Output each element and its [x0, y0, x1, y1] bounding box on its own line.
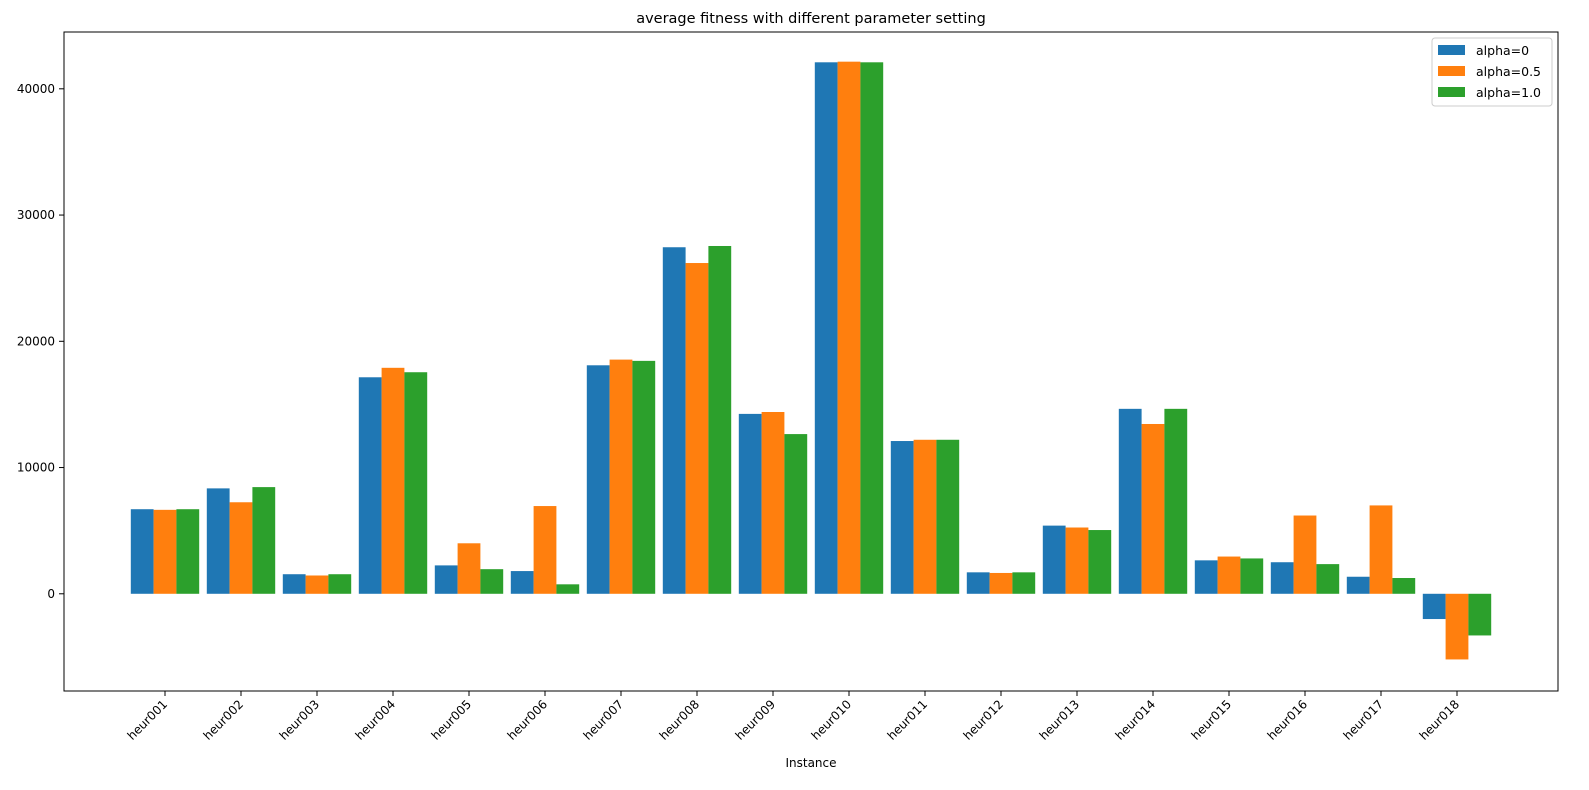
x-tick-label: heur011 — [885, 697, 931, 743]
bar-heur018-series-3 — [1468, 593, 1492, 636]
bar-heur002-series-3 — [252, 487, 276, 594]
bar-heur016-series-3 — [1316, 564, 1340, 594]
x-tick-label: heur008 — [657, 697, 703, 743]
bar-heur002-series-2 — [229, 502, 253, 594]
bar-heur011-series-3 — [936, 439, 960, 594]
bar-heur007-series-2 — [609, 359, 633, 594]
bar-heur017-series-2 — [1369, 505, 1393, 594]
bar-heur013-series-3 — [1088, 530, 1112, 594]
bar-heur010-series-3 — [860, 62, 884, 594]
bar-heur018-series-1 — [1422, 593, 1446, 620]
bar-heur004-series-3 — [404, 372, 428, 594]
bar-heur015-series-3 — [1240, 558, 1264, 594]
bar-heur011-series-1 — [890, 441, 914, 594]
bar-heur002-series-1 — [206, 488, 230, 594]
x-tick-label: heur017 — [1341, 697, 1387, 743]
bar-heur009-series-3 — [784, 434, 808, 594]
bar-heur011-series-2 — [913, 439, 937, 594]
bar-heur017-series-1 — [1346, 576, 1370, 594]
x-tick-label: heur015 — [1189, 697, 1235, 743]
legend-swatch — [1438, 45, 1465, 55]
bars-group — [130, 61, 1492, 660]
bar-heur010-series-1 — [814, 62, 838, 594]
x-tick-label: heur001 — [125, 697, 171, 743]
y-tick-label: 20000 — [17, 334, 55, 348]
legend-label: alpha=0.5 — [1476, 64, 1541, 79]
bar-heur017-series-3 — [1392, 578, 1416, 594]
bar-heur007-series-3 — [632, 360, 656, 594]
y-tick-label: 30000 — [17, 208, 55, 222]
bar-heur013-series-2 — [1065, 527, 1089, 594]
bar-heur005-series-1 — [434, 565, 458, 594]
x-tick-label: heur013 — [1037, 697, 1083, 743]
bar-heur007-series-1 — [586, 365, 610, 594]
x-tick-label: heur007 — [581, 697, 627, 743]
bar-heur012-series-2 — [989, 572, 1013, 594]
x-axis: heur001 heur002 heur003 heur004 heur005 heur0… — [125, 691, 1463, 743]
x-tick-label: heur016 — [1265, 697, 1311, 743]
x-tick-label: heur002 — [201, 697, 247, 743]
y-tick-label: 10000 — [17, 461, 55, 475]
x-tick-label: heur018 — [1417, 697, 1463, 743]
bar-heur014-series-2 — [1141, 423, 1165, 594]
bar-heur005-series-2 — [457, 543, 481, 594]
legend-swatch — [1438, 87, 1465, 97]
chart-title: average fitness with different parameter… — [636, 11, 986, 27]
bar-heur012-series-1 — [966, 572, 990, 594]
bar-heur008-series-2 — [685, 263, 709, 594]
bar-heur012-series-3 — [1012, 572, 1036, 594]
bar-heur003-series-1 — [282, 574, 306, 594]
x-tick-label: heur014 — [1113, 697, 1159, 743]
bar-heur013-series-1 — [1042, 525, 1066, 594]
bar-heur016-series-2 — [1293, 515, 1317, 594]
bar-heur001-series-3 — [176, 509, 200, 594]
bar-heur006-series-3 — [556, 584, 580, 594]
legend-swatch — [1438, 66, 1465, 76]
x-tick-label: heur004 — [353, 697, 399, 743]
bar-heur014-series-1 — [1118, 408, 1142, 594]
y-axis: 0 10000 20000 30000 40000 — [17, 82, 64, 601]
bar-heur001-series-2 — [153, 509, 177, 594]
bar-heur010-series-2 — [837, 61, 861, 594]
bar-heur006-series-2 — [533, 506, 557, 594]
y-tick-label: 40000 — [17, 82, 55, 96]
bar-heur015-series-1 — [1194, 560, 1218, 594]
x-tick-label: heur005 — [429, 697, 475, 743]
bar-heur003-series-2 — [305, 575, 329, 594]
bar-heur015-series-2 — [1217, 556, 1241, 594]
bar-heur014-series-3 — [1164, 408, 1188, 594]
bar-heur004-series-1 — [358, 377, 382, 594]
bar-heur018-series-2 — [1445, 593, 1469, 660]
bar-heur008-series-1 — [662, 247, 686, 594]
x-tick-label: heur012 — [961, 697, 1007, 743]
bar-heur008-series-3 — [708, 245, 732, 594]
bar-heur001-series-1 — [130, 509, 154, 594]
legend-label: alpha=0 — [1476, 43, 1529, 58]
bar-heur003-series-3 — [328, 574, 352, 594]
legend: alpha=0 alpha=0.5 alpha=1.0 — [1431, 37, 1553, 107]
bar-heur016-series-1 — [1270, 562, 1294, 594]
bar-heur009-series-1 — [738, 413, 762, 594]
x-axis-label: Instance — [785, 756, 836, 770]
plot-frame — [63, 31, 1559, 692]
x-tick-label: heur003 — [277, 697, 323, 743]
y-tick-label: 0 — [47, 587, 55, 601]
legend-label: alpha=1.0 — [1476, 85, 1541, 100]
x-tick-label: heur009 — [733, 697, 779, 743]
x-tick-label: heur010 — [809, 697, 855, 743]
x-tick-label: heur006 — [505, 697, 551, 743]
bar-heur009-series-2 — [761, 412, 785, 594]
bar-heur004-series-2 — [381, 367, 405, 594]
bar-heur006-series-1 — [510, 571, 534, 594]
bar-heur005-series-3 — [480, 569, 504, 594]
